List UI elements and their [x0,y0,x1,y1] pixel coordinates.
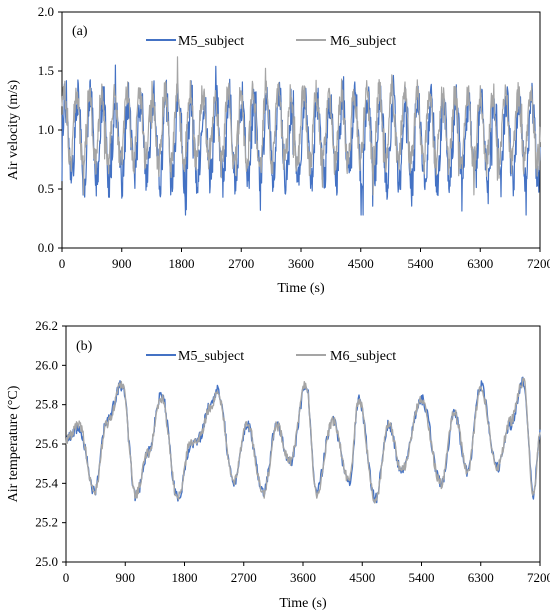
x-tick-label: 5400 [408,256,434,271]
y-tick-label: 26.2 [35,318,58,333]
y-tick-label: 25.8 [35,397,58,412]
legend-b-m6-label: M6_subject [330,349,396,364]
series-line-m6-subject [61,56,541,196]
x-tick-label: 0 [59,256,66,271]
x-tick-label: 1800 [169,256,195,271]
x-tick-label: 900 [112,256,132,271]
panel-label-b: (b) [76,339,93,354]
y-axis-label-b: Air temperature (°C) [6,385,21,502]
x-ticks-b: 0 900 1800 2700 3600 4500 5400 6300 7200 [63,562,550,585]
y-axis-label-a: Air velocity (m/s) [6,80,21,181]
y-tick-label: 25.6 [35,436,58,451]
series-group-b [65,376,541,504]
y-tick-label: 2.0 [38,4,54,19]
series-group-a [61,56,541,216]
legend-a-m6-label: M6_subject [330,34,396,49]
x-tick-label: 6300 [467,256,493,271]
x-tick-label: 6300 [468,570,494,585]
y-tick-label: 1.0 [38,122,54,137]
x-tick-label: 900 [116,570,136,585]
y-ticks-b: 25.0 25.2 25.4 25.6 25.8 26.0 26.2 [35,318,66,569]
x-axis-label-a: Time (s) [277,281,325,296]
x-tick-label: 5400 [409,570,435,585]
y-tick-label: 0.0 [38,240,54,255]
x-tick-label: 0 [63,570,70,585]
x-tick-label: 4500 [349,570,375,585]
y-tick-label: 26.0 [35,357,58,372]
series-line-m6-subject [65,377,541,504]
x-tick-label: 2700 [228,256,254,271]
y-ticks-a: 0.0 0.5 1.0 1.5 2.0 [38,4,62,255]
y-tick-label: 1.5 [38,63,54,78]
y-tick-label: 25.4 [35,475,58,490]
panel-label-a: (a) [72,24,88,39]
y-tick-label: 25.0 [35,554,58,569]
x-tick-label: 4500 [348,256,374,271]
x-tick-label: 2700 [231,570,257,585]
plot-frame-b [65,325,541,563]
x-tick-label: 7200 [527,256,550,271]
y-tick-label: 25.2 [35,515,58,530]
chart-panel-b: 25.0 25.2 25.4 25.6 25.8 26.0 26.2 0 900 1800 270… [6,318,550,611]
x-tick-label: 7200 [527,570,550,585]
x-ticks-a: 0 900 1800 2700 3600 4500 5400 6300 7200 [59,248,550,271]
legend-b: M5_subject M6_subject [146,349,396,364]
x-tick-label: 1800 [172,570,198,585]
x-axis-label-b: Time (s) [279,596,327,611]
legend-a-m5-label: M5_subject [178,34,244,49]
x-tick-label: 3600 [290,570,316,585]
chart-panel-a: 0.0 0.5 1.0 1.5 2.0 0 900 1800 2700 3600 4500 5400… [6,4,550,296]
x-tick-label: 3600 [288,256,314,271]
legend-b-m5-label: M5_subject [178,349,244,364]
legend-a: M5_subject M6_subject [146,34,396,49]
y-tick-label: 0.5 [38,181,54,196]
